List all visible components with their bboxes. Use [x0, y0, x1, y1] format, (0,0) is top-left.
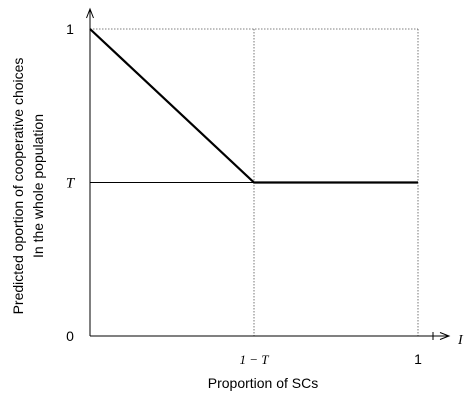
y-tick-label-1: T: [66, 176, 76, 192]
y-tick-label-0: 0: [66, 328, 74, 344]
y-tick-label-2: 1: [66, 21, 74, 37]
y-axis-title-line1: Predicted oportion of cooperative choice…: [10, 58, 26, 315]
x-tick-label-1: 1: [414, 351, 422, 367]
series-group: [89, 28, 418, 184]
y-axis-title-line2: In the whole population: [30, 114, 46, 258]
y-axis-arrow: [86, 7, 94, 19]
tick-labels: 1 − T 1 0 T 1: [66, 21, 422, 367]
x-axis-arrow: [439, 332, 451, 340]
x-axis-title: Proportion of SCs: [208, 375, 319, 391]
x-axis-end-label: I: [457, 333, 464, 348]
x-tick-label-0: 1 − T: [239, 352, 269, 367]
axes: [86, 7, 451, 340]
series-line-0: [89, 28, 418, 184]
